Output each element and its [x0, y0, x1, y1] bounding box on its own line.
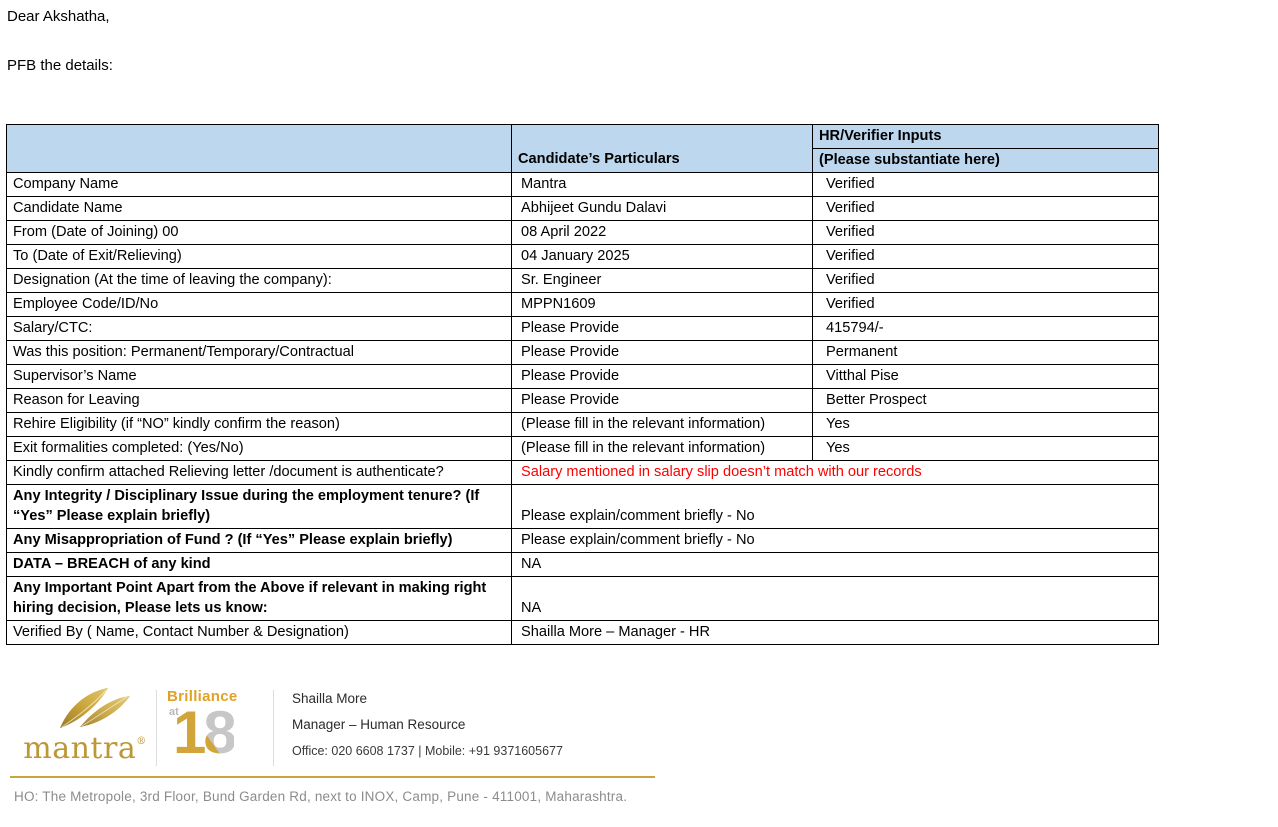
- table-row: Designation (At the time of leaving the …: [6, 268, 1159, 293]
- row-verifier-input: Verified: [812, 244, 1159, 269]
- row-particulars: Abhijeet Gundu Dalavi: [511, 196, 813, 221]
- table-row: To (Date of Exit/Relieving) 04 January 20…: [6, 244, 1159, 269]
- row-label: Supervisor’s Name: [6, 364, 512, 389]
- table-row: Verified By ( Name, Contact Number & Des…: [6, 620, 1159, 645]
- footer-address: HO: The Metropole, 3rd Floor, Bund Garde…: [14, 789, 628, 804]
- row-particulars: Please Provide: [511, 388, 813, 413]
- row-label: Salary/CTC:: [6, 316, 512, 341]
- row-label: Candidate Name: [6, 196, 512, 221]
- row-particulars: 04 January 2025: [511, 244, 813, 269]
- greeting-text: Dear Akshatha,: [7, 8, 110, 25]
- row-label: Designation (At the time of leaving the …: [6, 268, 512, 293]
- row-label: Any Integrity / Disciplinary Issue durin…: [6, 484, 512, 529]
- row-label: To (Date of Exit/Relieving): [6, 244, 512, 269]
- header-blank-cell: [6, 124, 512, 173]
- row-particulars: (Please fill in the relevant information…: [511, 412, 813, 437]
- row-value: NA: [511, 552, 1159, 577]
- row-particulars: MPPN1609: [511, 292, 813, 317]
- row-verifier-input: Verified: [812, 172, 1159, 197]
- row-particulars: 08 April 2022: [511, 220, 813, 245]
- row-value: NA: [511, 576, 1159, 621]
- table-row: Was this position: Permanent/Temporary/C…: [6, 340, 1159, 365]
- row-verifier-input: Verified: [812, 196, 1159, 221]
- brilliance-18-number: 18: [173, 699, 237, 766]
- row-label: Was this position: Permanent/Temporary/C…: [6, 340, 512, 365]
- row-label: Kindly confirm attached Relieving letter…: [6, 460, 512, 485]
- table-row: DATA – BREACH of any kind NA: [6, 552, 1159, 577]
- row-value: Please explain/comment briefly - No: [511, 484, 1159, 529]
- header-hr-verifier-inputs: HR/Verifier Inputs: [812, 124, 1159, 149]
- table-row: Any Integrity / Disciplinary Issue durin…: [6, 484, 1159, 529]
- table-row: Any Misappropriation of Fund ? (If “Yes”…: [6, 528, 1159, 553]
- signature-contact: Shailla More Manager – Human Resource Of…: [284, 684, 563, 768]
- table-row: Salary/CTC: Please Provide 415794/-: [6, 316, 1159, 341]
- row-particulars: (Please fill in the relevant information…: [511, 436, 813, 461]
- mantra-leaf-icon: [60, 688, 130, 728]
- table-row: Kindly confirm attached Relieving letter…: [6, 460, 1159, 485]
- table-row: Reason for Leaving Please Provide Better P…: [6, 388, 1159, 413]
- row-label: DATA – BREACH of any kind: [6, 552, 512, 577]
- row-verifier-input: Yes: [812, 436, 1159, 461]
- brilliance-label: Brilliance: [167, 688, 238, 705]
- row-verifier-input: Verified: [812, 220, 1159, 245]
- table-row: Any Important Point Apart from the Above…: [6, 576, 1159, 621]
- mantra-logo: mantra®: [23, 684, 147, 768]
- row-particulars: Please Provide: [511, 364, 813, 389]
- row-label: Reason for Leaving: [6, 388, 512, 413]
- row-value: Shailla More – Manager - HR: [511, 620, 1159, 645]
- row-verifier-input: Better Prospect: [812, 388, 1159, 413]
- row-verifier-input: Yes: [812, 412, 1159, 437]
- brilliance-18-logo: Brilliance at 18: [167, 684, 263, 768]
- signature-block: mantra® Brilliance at 18 Shailla More Ma…: [23, 684, 563, 768]
- table-row: Company Name Mantra Verified: [6, 172, 1159, 197]
- header-please-substantiate: (Please substantiate here): [812, 148, 1159, 173]
- verification-table-header: Candidate’s Particulars HR/Verifier Inpu…: [6, 124, 1159, 173]
- table-row: From (Date of Joining) 00 08 April 2022 Ve…: [6, 220, 1159, 245]
- intro-text: PFB the details:: [7, 57, 113, 74]
- row-particulars: Please Provide: [511, 316, 813, 341]
- row-particulars: Mantra: [511, 172, 813, 197]
- row-label: Any Misappropriation of Fund ? (If “Yes”…: [6, 528, 512, 553]
- table-row: Exit formalities completed: (Yes/No) (Ple…: [6, 436, 1159, 461]
- mantra-wordmark: mantra®: [23, 731, 147, 766]
- row-value: Please explain/comment briefly - No: [511, 528, 1159, 553]
- row-label: Employee Code/ID/No: [6, 292, 512, 317]
- header-candidates-particulars: Candidate’s Particulars: [511, 124, 813, 173]
- table-row: Supervisor’s Name Please Provide Vitthal P…: [6, 364, 1159, 389]
- row-verifier-input: Verified: [812, 292, 1159, 317]
- verification-table-body: Company Name Mantra Verified Candidate Name…: [6, 172, 1159, 645]
- signature-divider: [273, 690, 274, 766]
- row-label: Exit formalities completed: (Yes/No): [6, 436, 512, 461]
- table-row: Employee Code/ID/No MPPN1609 Verified: [6, 292, 1159, 317]
- row-verifier-input: Permanent: [812, 340, 1159, 365]
- row-particulars: Please Provide: [511, 340, 813, 365]
- signature-phone: Office: 020 6608 1737 | Mobile: +91 9371…: [292, 744, 563, 758]
- row-verifier-input: Verified: [812, 268, 1159, 293]
- row-verifier-input: Vitthal Pise: [812, 364, 1159, 389]
- registered-mark: ®: [136, 736, 147, 747]
- signature-divider: [156, 690, 157, 766]
- table-row: Rehire Eligibility (if “NO” kindly confi…: [6, 412, 1159, 437]
- footer-gold-rule: [10, 776, 655, 778]
- verification-table: Candidate’s Particulars HR/Verifier Inpu…: [6, 124, 1159, 645]
- row-particulars: Sr. Engineer: [511, 268, 813, 293]
- row-value: Salary mentioned in salary slip doesn’t …: [511, 460, 1159, 485]
- row-label: Company Name: [6, 172, 512, 197]
- row-label: From (Date of Joining) 00: [6, 220, 512, 245]
- signature-name: Shailla More: [292, 691, 368, 706]
- brilliance-at-label: at: [169, 706, 179, 718]
- row-verifier-input: 415794/-: [812, 316, 1159, 341]
- table-row: Candidate Name Abhijeet Gundu Dalavi Verif…: [6, 196, 1159, 221]
- row-label: Rehire Eligibility (if “NO” kindly confi…: [6, 412, 512, 437]
- row-label: Verified By ( Name, Contact Number & Des…: [6, 620, 512, 645]
- row-label: Any Important Point Apart from the Above…: [6, 576, 512, 621]
- signature-title: Manager – Human Resource: [292, 717, 466, 732]
